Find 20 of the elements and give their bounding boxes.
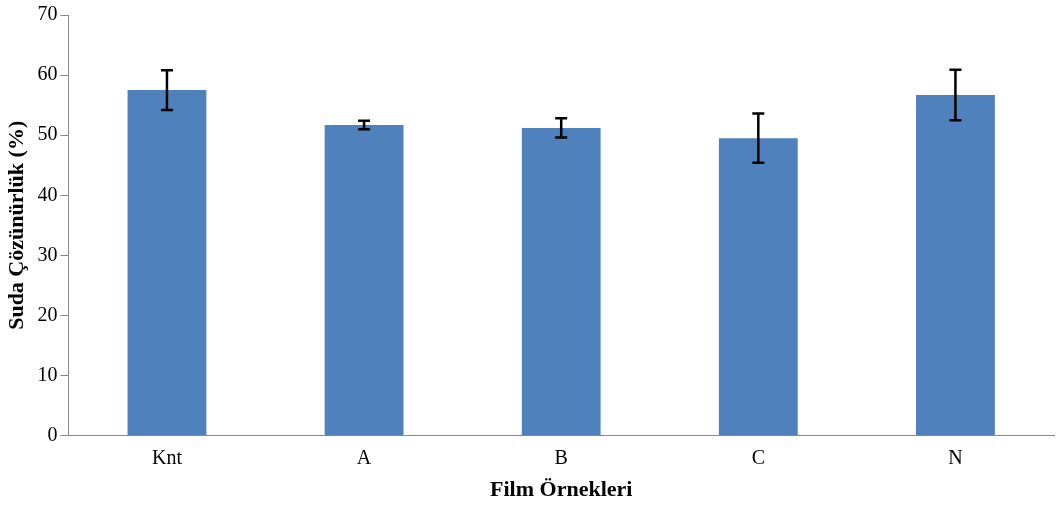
- bar: [916, 94, 995, 436]
- y-tick-label: 50: [37, 122, 58, 145]
- bar: [718, 138, 798, 436]
- y-tick-label: 40: [37, 182, 58, 205]
- y-tick-label: 10: [37, 362, 58, 385]
- y-tick-label: 30: [37, 242, 58, 265]
- y-tick-label: 20: [37, 302, 58, 325]
- bar: [127, 90, 207, 436]
- y-tick-label: 70: [37, 2, 58, 25]
- x-tick-label: A: [356, 445, 372, 468]
- x-tick-label: N: [948, 445, 963, 468]
- y-tick-label: 60: [37, 62, 58, 85]
- x-tick-label: C: [751, 445, 765, 468]
- bar: [324, 124, 404, 436]
- y-tick-label: 0: [47, 422, 58, 445]
- x-axis-title: Film Örnekleri: [490, 476, 633, 502]
- x-tick-label: B: [554, 445, 568, 468]
- bar: [521, 127, 601, 436]
- y-axis-title: Suda Çözünürlük (%): [2, 120, 28, 330]
- x-tick-label: Knt: [151, 445, 183, 468]
